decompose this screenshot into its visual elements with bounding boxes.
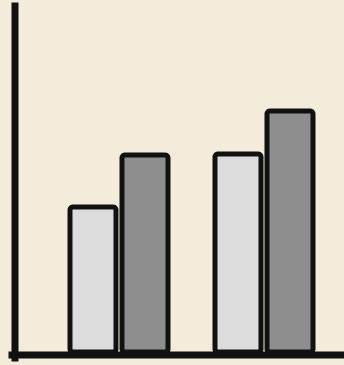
- bars-layer: [67, 108, 316, 355]
- bar-group1-series2: [119, 152, 171, 355]
- bar-group2-series2: [264, 108, 316, 355]
- bar-group2-series1: [212, 151, 264, 355]
- bar-group1-series1: [67, 204, 119, 355]
